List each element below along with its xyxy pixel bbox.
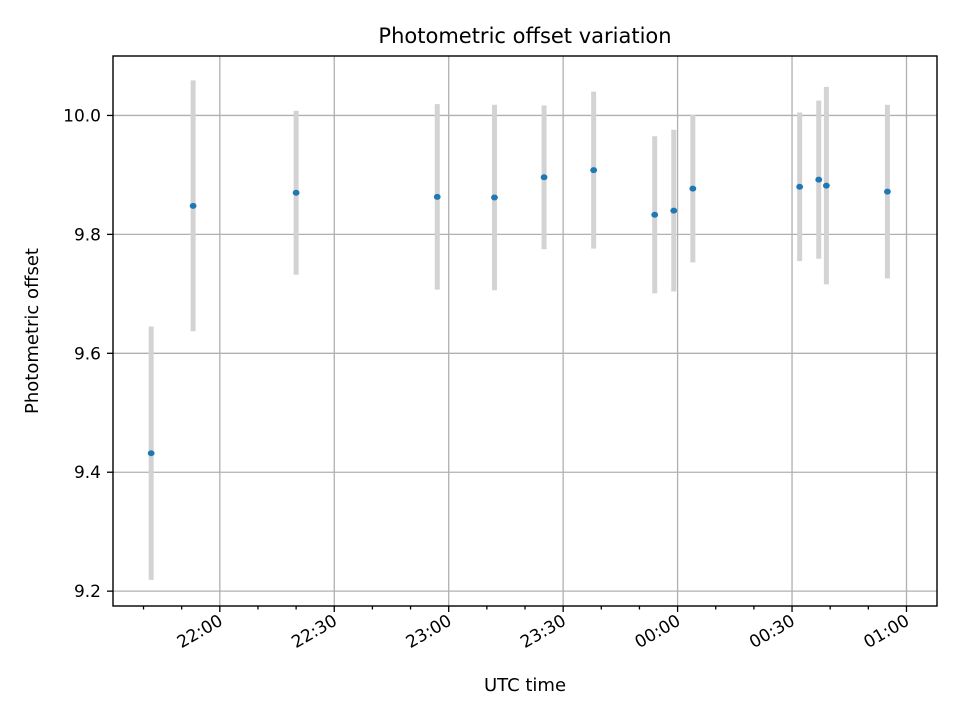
y-tick-label: 9.6 (74, 344, 101, 364)
plot-frame (112, 55, 938, 607)
data-point (796, 183, 804, 190)
data-point (689, 185, 697, 192)
y-axis-label: Photometric offset (22, 248, 43, 414)
data-point (670, 207, 678, 214)
x-tick-label: 22:30 (288, 611, 340, 653)
chart-title: Photometric offset variation (378, 24, 671, 48)
data-point (292, 189, 300, 196)
data-point (815, 176, 823, 183)
x-tick-label: 23:00 (403, 611, 455, 653)
data-point (822, 182, 830, 189)
data-point (491, 194, 498, 201)
data-point (884, 188, 891, 195)
data-point (433, 193, 441, 200)
y-tick-label: 9.4 (74, 463, 101, 483)
y-tick-label: 9.8 (74, 225, 101, 245)
x-tick-label: 23:30 (517, 611, 569, 653)
x-tick-label: 00:30 (746, 611, 798, 653)
y-tick-label: 9.2 (74, 582, 101, 602)
data-point (590, 167, 598, 174)
data-point (189, 202, 197, 209)
data-point (147, 450, 155, 457)
x-tick-label: 00:00 (632, 611, 684, 653)
x-tick-label: 22:00 (174, 611, 226, 653)
data-point (651, 211, 659, 218)
grid-layer (113, 56, 937, 606)
point-layer (147, 167, 891, 457)
errorbar-layer (148, 80, 890, 580)
data-point (540, 174, 548, 181)
x-axis-label: UTC time (484, 675, 566, 696)
y-tick-label: 10.0 (63, 106, 101, 126)
x-tick-label: 01:00 (861, 611, 913, 653)
